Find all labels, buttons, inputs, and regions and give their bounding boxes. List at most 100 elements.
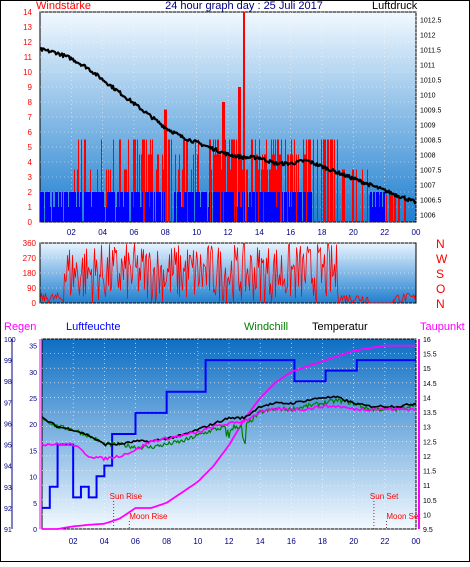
wind-tick-label: 1	[28, 203, 33, 212]
rain-tick-label: 5	[33, 501, 37, 508]
astro-marker-label: Sun Rise	[110, 492, 143, 501]
wind-tick-label: 14	[23, 8, 32, 17]
pressure-tick-label: 1011.5	[420, 48, 441, 55]
humidity-tick-label: 97	[4, 400, 12, 407]
temperature-plot: Sun Rise Moon Rise Sun Set Moon Set 91 92 93 94…	[4, 337, 437, 546]
temperature-tick-label: 15	[423, 366, 431, 373]
time-tick-label: 16	[286, 228, 295, 237]
rain-tick-label: 20	[29, 422, 37, 429]
time-tick-label: 18	[318, 228, 327, 237]
wind-tick-label: 4	[28, 158, 33, 167]
pressure-tick-label: 1009	[420, 123, 436, 130]
temperature-tick-label: 10.5	[423, 498, 437, 505]
rain-tick-label: 0	[33, 527, 37, 534]
wind-tick-label: 6	[28, 128, 33, 137]
time-tick-label: 22	[380, 228, 389, 237]
pressure-tick-label: 1008	[420, 153, 436, 160]
windchill-line	[41, 398, 417, 451]
pressure-tick-label: 1012.5	[420, 18, 442, 25]
wind-base-bars	[40, 192, 385, 222]
humidity-tick-label: 100	[4, 337, 16, 344]
pressure-tick-label: 1010	[420, 93, 436, 100]
pressure-tick-label: 1006	[420, 213, 436, 220]
astro-marker-label: Sun Set	[370, 492, 399, 501]
wind-tick-label: 2	[28, 188, 33, 197]
time-tick-label: 00	[412, 228, 421, 237]
wind-pressure-plot: 0123456789101112131410061006.510071007.5…	[23, 8, 441, 237]
temperature-tick-label: 13	[423, 425, 431, 432]
humidity-tick-label: 98	[4, 379, 12, 386]
pressure-tick-label: 1006.5	[420, 198, 442, 205]
time-tick-label: 12	[225, 537, 234, 546]
temperature-tick-label: 13.5	[423, 410, 437, 417]
legend-regen: Regen	[4, 321, 36, 333]
wind-speed-bars	[74, 12, 406, 222]
humidity-tick-label: 92	[4, 506, 12, 513]
time-tick-label: 02	[69, 537, 78, 546]
wind-tick-label: 13	[23, 23, 32, 32]
humidity-tick-label: 93	[4, 485, 12, 492]
humidity-tick-label: 96	[4, 421, 12, 428]
legend-windchill: Windchill	[244, 321, 288, 333]
humidity-line	[42, 359, 416, 509]
time-tick-label: 08	[161, 228, 170, 237]
wind-tick-label: 3	[28, 173, 33, 182]
pressure-tick-label: 1007.5	[420, 168, 442, 175]
astro-marker-label: Moon Set	[386, 512, 421, 521]
humidity-tick-label: 95	[4, 443, 12, 450]
compass-label: S	[436, 267, 444, 281]
temperature-tick-label: 15.5	[423, 352, 437, 359]
time-tick-label: 04	[100, 537, 109, 546]
pressure-line	[39, 47, 417, 205]
pressure-tick-label: 1011	[420, 63, 435, 70]
compass-label: O	[436, 282, 445, 296]
humidity-tick-label: 91	[4, 527, 12, 534]
legend-temperatur: Temperatur	[312, 321, 368, 333]
temperature-tick-label: 14	[423, 395, 431, 402]
time-tick-label: 20	[349, 228, 358, 237]
direction-tick-label: 270	[23, 254, 37, 263]
time-tick-label: 12	[224, 228, 233, 237]
time-tick-label: 10	[193, 537, 202, 546]
pressure-tick-label: 1009.5	[420, 108, 442, 115]
compass-label: N	[436, 297, 445, 311]
time-tick-label: 22	[380, 537, 389, 546]
wind-tick-label: 7	[28, 113, 33, 122]
astro-marker-label: Moon Rise	[129, 512, 168, 521]
pressure-tick-label: 1012	[420, 33, 436, 40]
time-tick-label: 10	[192, 228, 201, 237]
rain-line	[42, 344, 416, 530]
direction-tick-label: 90	[27, 284, 36, 293]
time-tick-label: 06	[131, 537, 140, 546]
wind-direction-line	[40, 242, 416, 304]
humidity-tick-label: 99	[4, 358, 12, 365]
wind-tick-label: 12	[23, 38, 32, 47]
temperature-tick-label: 10	[423, 512, 431, 519]
temperature-tick-label: 12.5	[423, 439, 437, 446]
rain-tick-label: 35	[29, 344, 37, 351]
time-tick-label: 00	[412, 537, 421, 546]
rain-tick-label: 30	[29, 370, 37, 377]
time-tick-label: 08	[162, 537, 171, 546]
direction-tick-label: 0	[32, 299, 37, 308]
time-tick-label: 04	[98, 228, 107, 237]
time-tick-label: 06	[130, 228, 139, 237]
legend-taupunkt: Taupunkt	[420, 321, 465, 333]
time-tick-label: 18	[318, 537, 327, 546]
dewpoint-line	[41, 403, 417, 462]
time-tick-label: 20	[349, 537, 358, 546]
pressure-tick-label: 1007	[420, 183, 436, 190]
wind-axis-title: Windstärke	[36, 0, 91, 12]
time-tick-label: 16	[287, 537, 296, 546]
wind-tick-label: 9	[28, 83, 33, 92]
time-tick-label: 02	[67, 228, 76, 237]
rain-tick-label: 25	[29, 396, 37, 403]
temperature-tick-label: 12	[423, 454, 431, 461]
time-tick-label: 14	[256, 537, 265, 546]
wind-tick-label: 8	[28, 98, 33, 107]
chart-title: 24 hour graph day : 25 Juli 2017	[165, 0, 323, 12]
pressure-axis-title: Luftdruck	[372, 0, 418, 12]
wind-tick-label: 0	[28, 218, 33, 227]
wind-tick-label: 5	[28, 143, 33, 152]
